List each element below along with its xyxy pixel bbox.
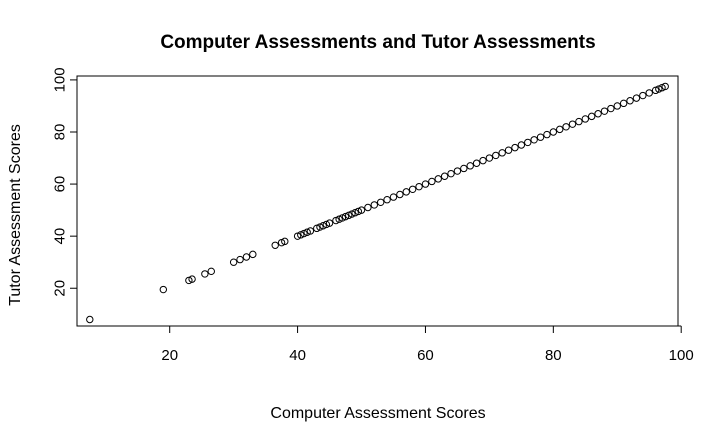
data-point [389,193,398,201]
data-point [632,94,641,102]
data-point [364,203,372,212]
data-point [303,228,311,236]
data-point [402,188,410,196]
data-point [485,154,494,162]
y-tick-label: 60 [52,176,69,193]
data-point [249,250,257,259]
x-axis: 20 40 60 80 100 [161,325,694,364]
data-point [428,177,436,186]
data-point [511,143,519,152]
data-point [370,201,379,209]
data-point [645,89,653,97]
data-point [188,275,196,283]
data-point [322,220,331,229]
data-point [201,270,209,278]
data-point [159,285,168,294]
y-tick-label: 100 [52,67,69,92]
data-point [600,107,609,115]
data-point [281,237,289,246]
data-point [562,123,570,131]
data-point [472,159,481,167]
data-point [313,224,321,233]
data-point [86,315,94,324]
data-point [415,182,423,191]
data-point [536,133,545,141]
data-point [498,149,506,157]
x-tick-label: 100 [669,347,694,364]
data-point [185,276,193,285]
x-tick-label: 40 [289,347,306,364]
data-point [345,211,353,220]
y-axis: 20 40 60 80 100 [52,67,78,297]
data-points [86,82,669,324]
data-point [229,258,238,266]
data-point [581,115,589,123]
data-point [434,175,442,183]
x-tick-label: 20 [161,347,178,364]
data-point [335,215,343,223]
data-point [575,117,583,126]
data-point [271,241,279,249]
data-point [408,185,417,193]
data-point [383,195,391,204]
data-point [242,253,251,261]
data-point [543,130,551,139]
data-point [341,212,350,221]
data-point [277,238,286,247]
data-point [556,125,564,134]
data-point [376,198,385,207]
data-point [351,209,359,217]
data-point [517,141,526,149]
data-point [492,151,500,160]
data-point [619,99,628,108]
data-point [357,206,366,214]
data-point [447,169,455,178]
data-point [332,216,340,225]
data-point [479,156,487,165]
data-point [316,223,324,231]
y-tick-label: 40 [52,228,69,245]
y-tick-label: 80 [52,124,69,141]
data-point [639,91,647,100]
data-point [453,167,462,175]
data-point [421,180,430,188]
data-point [354,207,363,216]
data-point [504,146,513,154]
data-point [300,229,308,238]
data-point [655,85,663,93]
data-point [460,164,468,173]
data-point [549,128,558,136]
data-point [587,112,596,121]
y-tick-label: 20 [52,280,69,297]
data-point [207,267,215,276]
data-point [306,227,315,235]
data-point [396,190,404,199]
x-tick-label: 80 [545,347,562,364]
x-tick-label: 60 [417,347,434,364]
data-point [338,214,347,222]
chart-title: Computer Assessments and Tutor Assessmen… [160,32,595,53]
data-point [325,219,334,227]
data-point [440,172,449,180]
data-point [661,82,669,91]
data-point [236,255,244,264]
data-point [568,120,577,128]
data-point [297,231,305,239]
data-point [626,97,634,105]
data-point [607,104,615,113]
data-point [524,138,532,147]
data-point [613,102,621,110]
data-point [466,162,474,170]
data-point [658,84,666,92]
data-point [530,136,538,144]
data-point [293,232,302,240]
data-point [651,86,660,95]
y-axis-label: Tutor Assessment Scores [7,124,24,306]
data-point [319,222,327,230]
data-point [348,210,356,218]
data-point [594,110,602,118]
x-axis-label: Computer Assessment Scores [270,405,485,422]
